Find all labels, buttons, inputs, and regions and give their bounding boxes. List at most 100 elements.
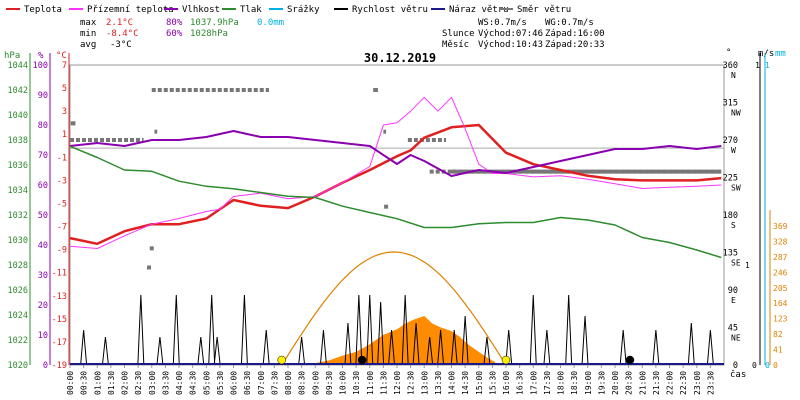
solar-tick-label: 0 bbox=[773, 361, 778, 370]
series-line bbox=[69, 123, 722, 246]
axis-tick-label: 1034 bbox=[8, 186, 28, 196]
sunrise-marker bbox=[277, 355, 286, 365]
wind-speed-peak bbox=[262, 329, 270, 366]
axis-tick-label: 1040 bbox=[8, 111, 28, 121]
x-tick-label: 06:30 bbox=[243, 371, 252, 395]
axis-tick-label: -5 bbox=[57, 199, 67, 209]
x-tick-label: 10:00 bbox=[339, 371, 348, 395]
x-tick-label: 21:30 bbox=[652, 371, 661, 395]
legend-label: Směr větru bbox=[517, 5, 571, 15]
wind-direction-point bbox=[384, 204, 389, 209]
stats-max-press: 1037.9hPa bbox=[190, 18, 239, 28]
axis-tick-label: -3 bbox=[57, 176, 67, 186]
x-axis-title: čas bbox=[730, 369, 746, 380]
x-tick-label: 15:00 bbox=[475, 371, 484, 395]
axis-tick-label: 1020 bbox=[8, 361, 28, 371]
direction-axis-title: ° bbox=[726, 48, 731, 58]
wind-speed-peak bbox=[450, 329, 458, 366]
x-tick-label: 07:30 bbox=[270, 371, 279, 395]
axis-tick-label: -9 bbox=[57, 246, 67, 256]
axis-tick-label: 1026 bbox=[8, 286, 28, 296]
x-tick-label: 04:00 bbox=[175, 371, 184, 395]
axis-tick-label: 70 bbox=[38, 151, 48, 161]
axis-tick-label: -11 bbox=[52, 269, 67, 279]
wind-speed-peak bbox=[437, 329, 445, 366]
x-tick-label: 08:00 bbox=[284, 371, 293, 395]
sunset-marker bbox=[501, 355, 511, 365]
x-tick-label: 06:00 bbox=[230, 371, 239, 395]
wind-speed-peak bbox=[240, 294, 248, 366]
x-tick-label: 00:30 bbox=[80, 371, 89, 395]
axis-tick-label: 50 bbox=[38, 211, 48, 221]
axis-tick-label: -13 bbox=[52, 292, 67, 302]
x-tick-label: 12:00 bbox=[393, 371, 402, 395]
axis-tick-label: 0 bbox=[43, 361, 48, 371]
axis-tick-label: 1032 bbox=[8, 211, 28, 221]
direction-tick-label: 315 bbox=[723, 99, 738, 109]
x-tick-label: 02:30 bbox=[134, 371, 143, 395]
plot-area: hPa% °C ° m/s mm1044104210401038103610341032… bbox=[4, 48, 788, 395]
wind-tick-label: 0 bbox=[752, 361, 757, 370]
x-tick-label: 12:30 bbox=[407, 371, 416, 395]
axis-tick-label: -7 bbox=[57, 223, 67, 233]
wind-speed-peak bbox=[213, 336, 221, 366]
wind-speed-peak bbox=[565, 294, 573, 366]
axis-tick-label: -19 bbox=[52, 361, 67, 371]
x-tick-label: 21:00 bbox=[638, 371, 647, 395]
axis-tick-label: 10 bbox=[38, 331, 48, 341]
stats-max-hum: 80% bbox=[166, 18, 183, 28]
solar-tick-label: 41 bbox=[773, 346, 783, 355]
stats-block: max 2.1°C 80% 1037.9hPa 0.0mm min -8.4°C… bbox=[80, 18, 284, 50]
wind-speed-peak bbox=[377, 301, 385, 366]
axis-tick-label: 1 bbox=[62, 130, 67, 140]
legend-label: Rychlost větru bbox=[352, 5, 428, 15]
solar-tick-label: 123 bbox=[773, 315, 788, 324]
sun-label: Slunce bbox=[442, 29, 475, 39]
x-tick-label: 20:00 bbox=[611, 371, 620, 395]
axis-tick-label: 1022 bbox=[8, 336, 28, 346]
wind-direction-point bbox=[70, 121, 75, 126]
wind-speed-peak bbox=[706, 329, 714, 366]
stats-max-temp: 2.1°C bbox=[106, 18, 133, 28]
legend-label: Srážky bbox=[287, 5, 320, 15]
wind-speed-peak bbox=[483, 336, 491, 366]
axis-tick-label: 60 bbox=[38, 181, 48, 191]
wind-speed-peak bbox=[197, 336, 205, 366]
axis-tick-label: 7 bbox=[62, 61, 67, 71]
wind-ws: WS:0.7m/s bbox=[478, 18, 527, 28]
x-tick-label: 10:30 bbox=[352, 371, 361, 395]
direction-name-label: SE bbox=[731, 259, 741, 268]
wind-direction-point bbox=[373, 88, 378, 92]
axis-tick-label: 1036 bbox=[8, 161, 28, 171]
moonrise-marker bbox=[357, 355, 367, 365]
wind-speed-peak bbox=[388, 329, 396, 366]
stats-min-hum: 60% bbox=[166, 29, 183, 39]
axis-tick-label: -15 bbox=[52, 315, 67, 325]
x-tick-label: 14:00 bbox=[448, 371, 457, 395]
stats-max-rain: 0.0mm bbox=[257, 18, 284, 28]
axis-tick-label: 30 bbox=[38, 271, 48, 281]
legend-label: Přízemní teplota bbox=[87, 5, 174, 15]
direction-name-label: N bbox=[731, 71, 736, 80]
wind-speed-peak bbox=[137, 294, 145, 366]
wind-axis-title: m/s bbox=[758, 49, 774, 59]
stats-min-label: min bbox=[80, 29, 96, 39]
direction-name-label: E bbox=[731, 296, 736, 305]
direction-tick-label: 360 bbox=[723, 61, 738, 71]
x-tick-label: 11:00 bbox=[366, 371, 375, 395]
x-tick-label: 16:30 bbox=[516, 371, 525, 395]
x-tick-label: 04:30 bbox=[189, 371, 198, 395]
stats-min-temp: -8.4°C bbox=[106, 29, 139, 39]
axis-tick-label: 1044 bbox=[8, 61, 28, 71]
wind-speed-peak bbox=[101, 336, 109, 366]
x-tick-label: 23:30 bbox=[706, 371, 715, 395]
x-tick-label: 02:00 bbox=[121, 371, 130, 395]
x-tick-label: 19:00 bbox=[584, 371, 593, 395]
x-tick-label: 17:00 bbox=[529, 371, 538, 395]
direction-tick-label: 0 bbox=[733, 361, 738, 371]
direction-tick-label: 270 bbox=[723, 136, 738, 146]
moon-set: Západ:20:33 bbox=[545, 40, 605, 50]
wind-speed-peak bbox=[366, 294, 374, 366]
x-tick-label: 18:00 bbox=[557, 371, 566, 395]
